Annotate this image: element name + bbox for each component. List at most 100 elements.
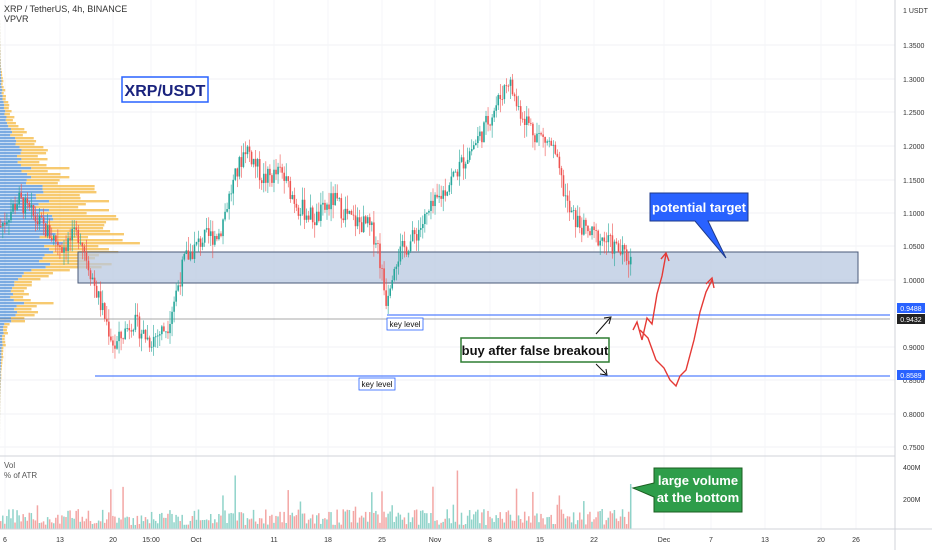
candle-body [503, 85, 506, 100]
volume-bar [550, 514, 552, 529]
time-tick-label: Oct [191, 537, 202, 544]
candle-body [287, 176, 290, 182]
candle-body [214, 235, 216, 245]
candle-body [568, 200, 571, 213]
volume-bar [511, 520, 514, 529]
volume-bar [568, 516, 571, 529]
profile-bar-blue [0, 86, 2, 89]
price-axis[interactable]: 1.3500 1.3000 1.2500 1.2000 1.1500 1.1000 1.05… [903, 8, 929, 452]
volume-tick-label: 400M [903, 465, 921, 472]
candle-body [364, 216, 367, 224]
volume-bar [209, 514, 212, 529]
volume-bar [199, 520, 202, 529]
candle-body [250, 151, 253, 165]
volume-bar [436, 520, 438, 529]
volume-bar [381, 491, 383, 529]
volume-bar [262, 523, 265, 529]
projection-path-1 [632, 253, 667, 341]
volume-bar [615, 518, 618, 529]
profile-bar-blue [0, 317, 11, 320]
volume-bar [195, 519, 198, 529]
candle-body [381, 268, 383, 269]
candle-body [348, 210, 351, 214]
volume-bar [450, 523, 453, 529]
candle-body [511, 79, 514, 95]
candle-body [532, 123, 534, 136]
volume-bar [53, 523, 55, 529]
profile-bar-orange [3, 332, 8, 335]
candle-body [585, 219, 587, 226]
profile-bar-orange [21, 149, 48, 152]
volume-bar [497, 517, 499, 529]
candle-body [112, 340, 114, 346]
candle-body [324, 202, 326, 210]
profile-bar-orange [42, 185, 95, 188]
candle-body [232, 179, 235, 194]
profile-bar-blue [0, 224, 47, 227]
candle-body [246, 146, 249, 155]
candle-body [399, 246, 402, 262]
profile-bar-blue [0, 164, 21, 167]
candle-body [450, 176, 453, 186]
volume-bar [216, 522, 218, 529]
candle-body [405, 247, 408, 255]
price-badge [897, 370, 925, 380]
volume-bar [187, 524, 190, 529]
volume-bar [134, 524, 137, 529]
candle-body [228, 193, 230, 210]
volume-bar [163, 517, 165, 529]
volume-bar [373, 512, 375, 529]
candle-body [342, 218, 345, 221]
candle-body [34, 215, 37, 222]
profile-bar-blue [0, 227, 47, 230]
volume-bar [20, 521, 22, 529]
volume-bar [55, 517, 57, 529]
profile-bar-orange [8, 125, 19, 128]
volume-bar [440, 522, 442, 529]
volume-bar [460, 512, 463, 529]
candle-body [576, 215, 579, 228]
candle-body [528, 116, 530, 123]
volume-label[interactable]: Vol [4, 461, 16, 470]
profile-bar-orange [1, 362, 3, 365]
profile-bar-orange [45, 266, 102, 269]
candle-body [597, 230, 599, 246]
volume-bar [16, 510, 18, 529]
indicator-name[interactable]: VPVR [4, 14, 29, 24]
volume-bar [619, 516, 622, 529]
volume-bar [234, 475, 236, 529]
volume-bar [479, 523, 481, 529]
candle-body [297, 207, 300, 216]
price-tick-label: 0.8500 [903, 378, 925, 385]
price-tick-label: 0.7500 [903, 445, 925, 452]
candle-body [183, 253, 186, 260]
volume-bar [517, 515, 520, 529]
profile-bar-blue [0, 71, 1, 74]
price-tick-label: 1.2000 [903, 144, 925, 151]
volume-bar [269, 515, 271, 529]
profile-bar-orange [12, 293, 29, 296]
volume-bar [301, 513, 304, 529]
profile-bar-orange [16, 140, 37, 143]
volume-bar [362, 517, 365, 529]
candle-body [91, 277, 94, 280]
profile-bar-blue [0, 221, 48, 224]
volume-bar [448, 518, 451, 529]
profile-bar-orange [6, 116, 15, 119]
profile-bar-orange [20, 152, 47, 155]
profile-bar-orange [3, 101, 9, 104]
volume-bar [159, 513, 161, 529]
volume-bar [605, 520, 607, 529]
time-axis[interactable]: 6 13 20 15:00 Oct 11 18 25 Nov 8 15 22 Dec 7 13 20 26 [3, 537, 860, 544]
candle-body [50, 238, 53, 241]
profile-bar-blue [0, 80, 2, 83]
profile-bar-orange [20, 164, 47, 167]
candle-body [554, 144, 557, 154]
volume-bar [295, 515, 298, 529]
currency-label: 1 USDT [903, 8, 929, 15]
volume-bar [464, 524, 467, 529]
profile-bar-orange [2, 341, 6, 344]
volume-bar [597, 511, 599, 529]
profile-bar-orange [10, 296, 24, 299]
